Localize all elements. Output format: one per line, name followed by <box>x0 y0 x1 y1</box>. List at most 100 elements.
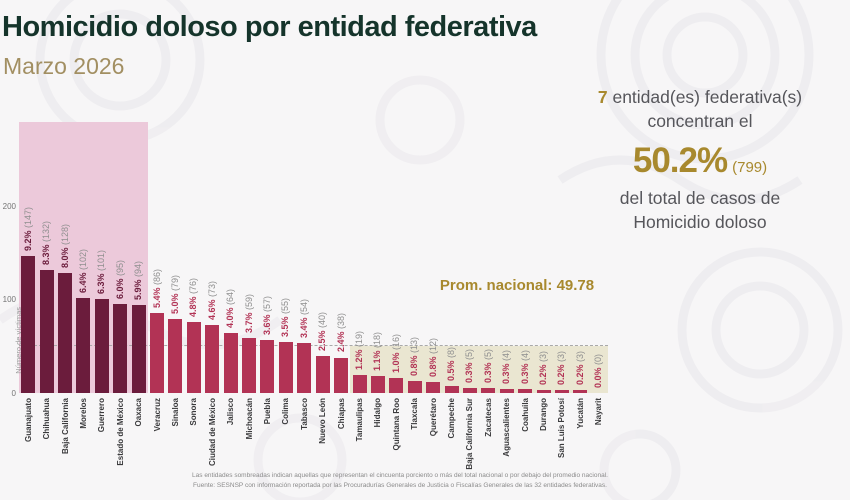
state-label-sinaloa: Sinaloa <box>170 398 180 427</box>
bar-count: (94) <box>133 261 144 278</box>
bar-percent: 5.4% <box>151 284 162 308</box>
bar-quintana-roo <box>389 378 404 393</box>
bar-value-label-campeche: 0.5% (8) <box>446 347 457 381</box>
state-label-zacatecas: Zacatecas <box>483 398 493 437</box>
bar-percent: 0.2% <box>538 362 549 386</box>
bar-estado-de-mexico <box>113 304 128 393</box>
state-label-puebla: Puebla <box>262 398 272 425</box>
bar-morelos <box>76 297 91 393</box>
bar-value-label-guerrero: 6.3% (101) <box>96 250 107 294</box>
bar-value-label-guanajuato: 9.2% (147) <box>23 207 34 251</box>
bar-percent: 8.3% <box>41 241 52 265</box>
bar-percent: 3.5% <box>280 313 291 337</box>
bar-percent: 1.1% <box>372 348 383 372</box>
bar-value-label-michoacan: 3.7% (59) <box>244 294 255 333</box>
state-label-hidalgo: Hidalgo <box>373 398 383 428</box>
bar-baja-california <box>58 273 73 393</box>
state-label-michoacan: Michoacán <box>244 398 254 440</box>
bar-value-label-tabasco: 3.4% (54) <box>299 299 310 338</box>
bar-aguascalientes <box>499 389 514 393</box>
state-label-durango: Durango <box>539 398 549 431</box>
bar-percent: 6.3% <box>96 270 107 294</box>
page-subtitle: Marzo 2026 <box>3 53 125 79</box>
bar-ciudad-de-mexico <box>205 324 220 393</box>
bar-value-label-aguascalientes: 0.3% (4) <box>501 350 512 384</box>
y-tick-200: 200 <box>2 201 16 211</box>
state-label-chihuahua: Chihuahua <box>42 398 52 440</box>
bar-value-label-ciudad-de-mexico: 4.6% (73) <box>207 281 218 320</box>
bar-count: (57) <box>261 295 272 312</box>
bar-count: (64) <box>225 289 236 306</box>
bar-oaxaca <box>131 305 146 393</box>
bar-count: (8) <box>446 346 457 358</box>
bar-value-label-san-luis-potosi: 0.2% (3) <box>556 351 567 385</box>
summary-percent: 50.2% <box>632 141 728 180</box>
bar-guerrero <box>94 298 109 393</box>
bar-percent: 2.4% <box>335 329 346 353</box>
bar-value-label-nayarit: 0.0% (0) <box>593 354 604 388</box>
bar-value-label-durango: 0.2% (3) <box>538 351 549 385</box>
bar-percent: 8.0% <box>59 245 70 269</box>
bar-percent: 0.3% <box>482 360 493 384</box>
bar-veracruz <box>150 312 165 393</box>
bar-percent: 1.2% <box>354 347 365 371</box>
bar-percent: 0.3% <box>464 360 475 384</box>
bar-count: (4) <box>519 350 530 362</box>
bar-guanajuato <box>21 255 36 393</box>
bar-count: (5) <box>482 349 493 361</box>
state-label-queretaro: Querétaro <box>428 398 438 437</box>
state-label-tlaxcala: Tlaxcala <box>410 398 420 430</box>
bar-percent: 0.5% <box>446 357 457 381</box>
state-label-quintana-roo: Quintana Roo <box>391 398 401 451</box>
bar-durango <box>536 390 551 393</box>
bar-value-label-sonora: 4.8% (76) <box>188 278 199 317</box>
bar-value-label-yucatan: 0.2% (3) <box>575 351 586 385</box>
bar-value-label-chiapas: 2.4% (38) <box>336 313 347 352</box>
bar-count: (16) <box>390 334 401 351</box>
bar-san-luis-potosi <box>554 390 569 393</box>
bar-value-label-oaxaca: 5.9% (94) <box>133 261 144 300</box>
bar-value-label-hidalgo: 1.1% (18) <box>372 332 383 371</box>
bar-queretaro <box>426 381 441 393</box>
state-label-nayarit: Nayarit <box>594 398 604 426</box>
bar-tlaxcala <box>407 380 422 393</box>
bar-count: (54) <box>298 298 309 315</box>
summary-entity-text: entidad(es) federativa(s) <box>607 87 803 107</box>
bar-percent: 2.5% <box>317 327 328 351</box>
bar-count: (55) <box>280 297 291 314</box>
bar-count: (73) <box>206 280 217 297</box>
bar-percent: 5.9% <box>133 277 144 301</box>
bar-percent: 9.2% <box>22 227 33 251</box>
bar-value-label-coahuila: 0.3% (4) <box>520 350 531 384</box>
bar-count: (132) <box>41 220 52 242</box>
state-label-coahuila: Coahuila <box>520 398 530 432</box>
bar-coahuila <box>518 389 533 393</box>
bar-value-label-jalisco: 4.0% (64) <box>225 289 236 328</box>
footnote: Las entidades sombreadas indican aquella… <box>120 471 680 491</box>
bar-percent: 0.0% <box>593 364 604 388</box>
bar-count: (147) <box>22 206 33 228</box>
bar-percent: 6.0% <box>114 276 125 300</box>
bar-count: (5) <box>464 349 475 361</box>
bar-count: (4) <box>501 350 512 362</box>
footnote-source: Fuente: SESNSP con información reportada… <box>193 481 607 489</box>
bar-tamaulipas <box>352 375 367 393</box>
bar-count: (19) <box>354 331 365 348</box>
bar-percent: 0.2% <box>556 362 567 386</box>
bar-percent: 4.8% <box>188 293 199 317</box>
bar-percent: 0.8% <box>427 353 438 377</box>
bar-baja-california-sur <box>462 388 477 393</box>
bar-count: (18) <box>372 332 383 349</box>
bar-count: (95) <box>114 260 125 277</box>
bar-value-label-quintana-roo: 1.0% (16) <box>391 334 402 373</box>
bar-count: (3) <box>574 351 585 363</box>
bar-count: (0) <box>593 353 604 365</box>
state-label-sonora: Sonora <box>189 398 199 426</box>
bar-value-label-chihuahua: 8.3% (132) <box>41 221 52 265</box>
state-label-morelos: Morelos <box>78 398 88 429</box>
plot-area: Número de víctimas 9.2% (147) Guanajuato 8… <box>3 122 608 470</box>
state-label-campeche: Campeche <box>447 398 457 439</box>
bar-percent: 3.6% <box>261 311 272 335</box>
bar-percent: 0.2% <box>574 362 585 386</box>
